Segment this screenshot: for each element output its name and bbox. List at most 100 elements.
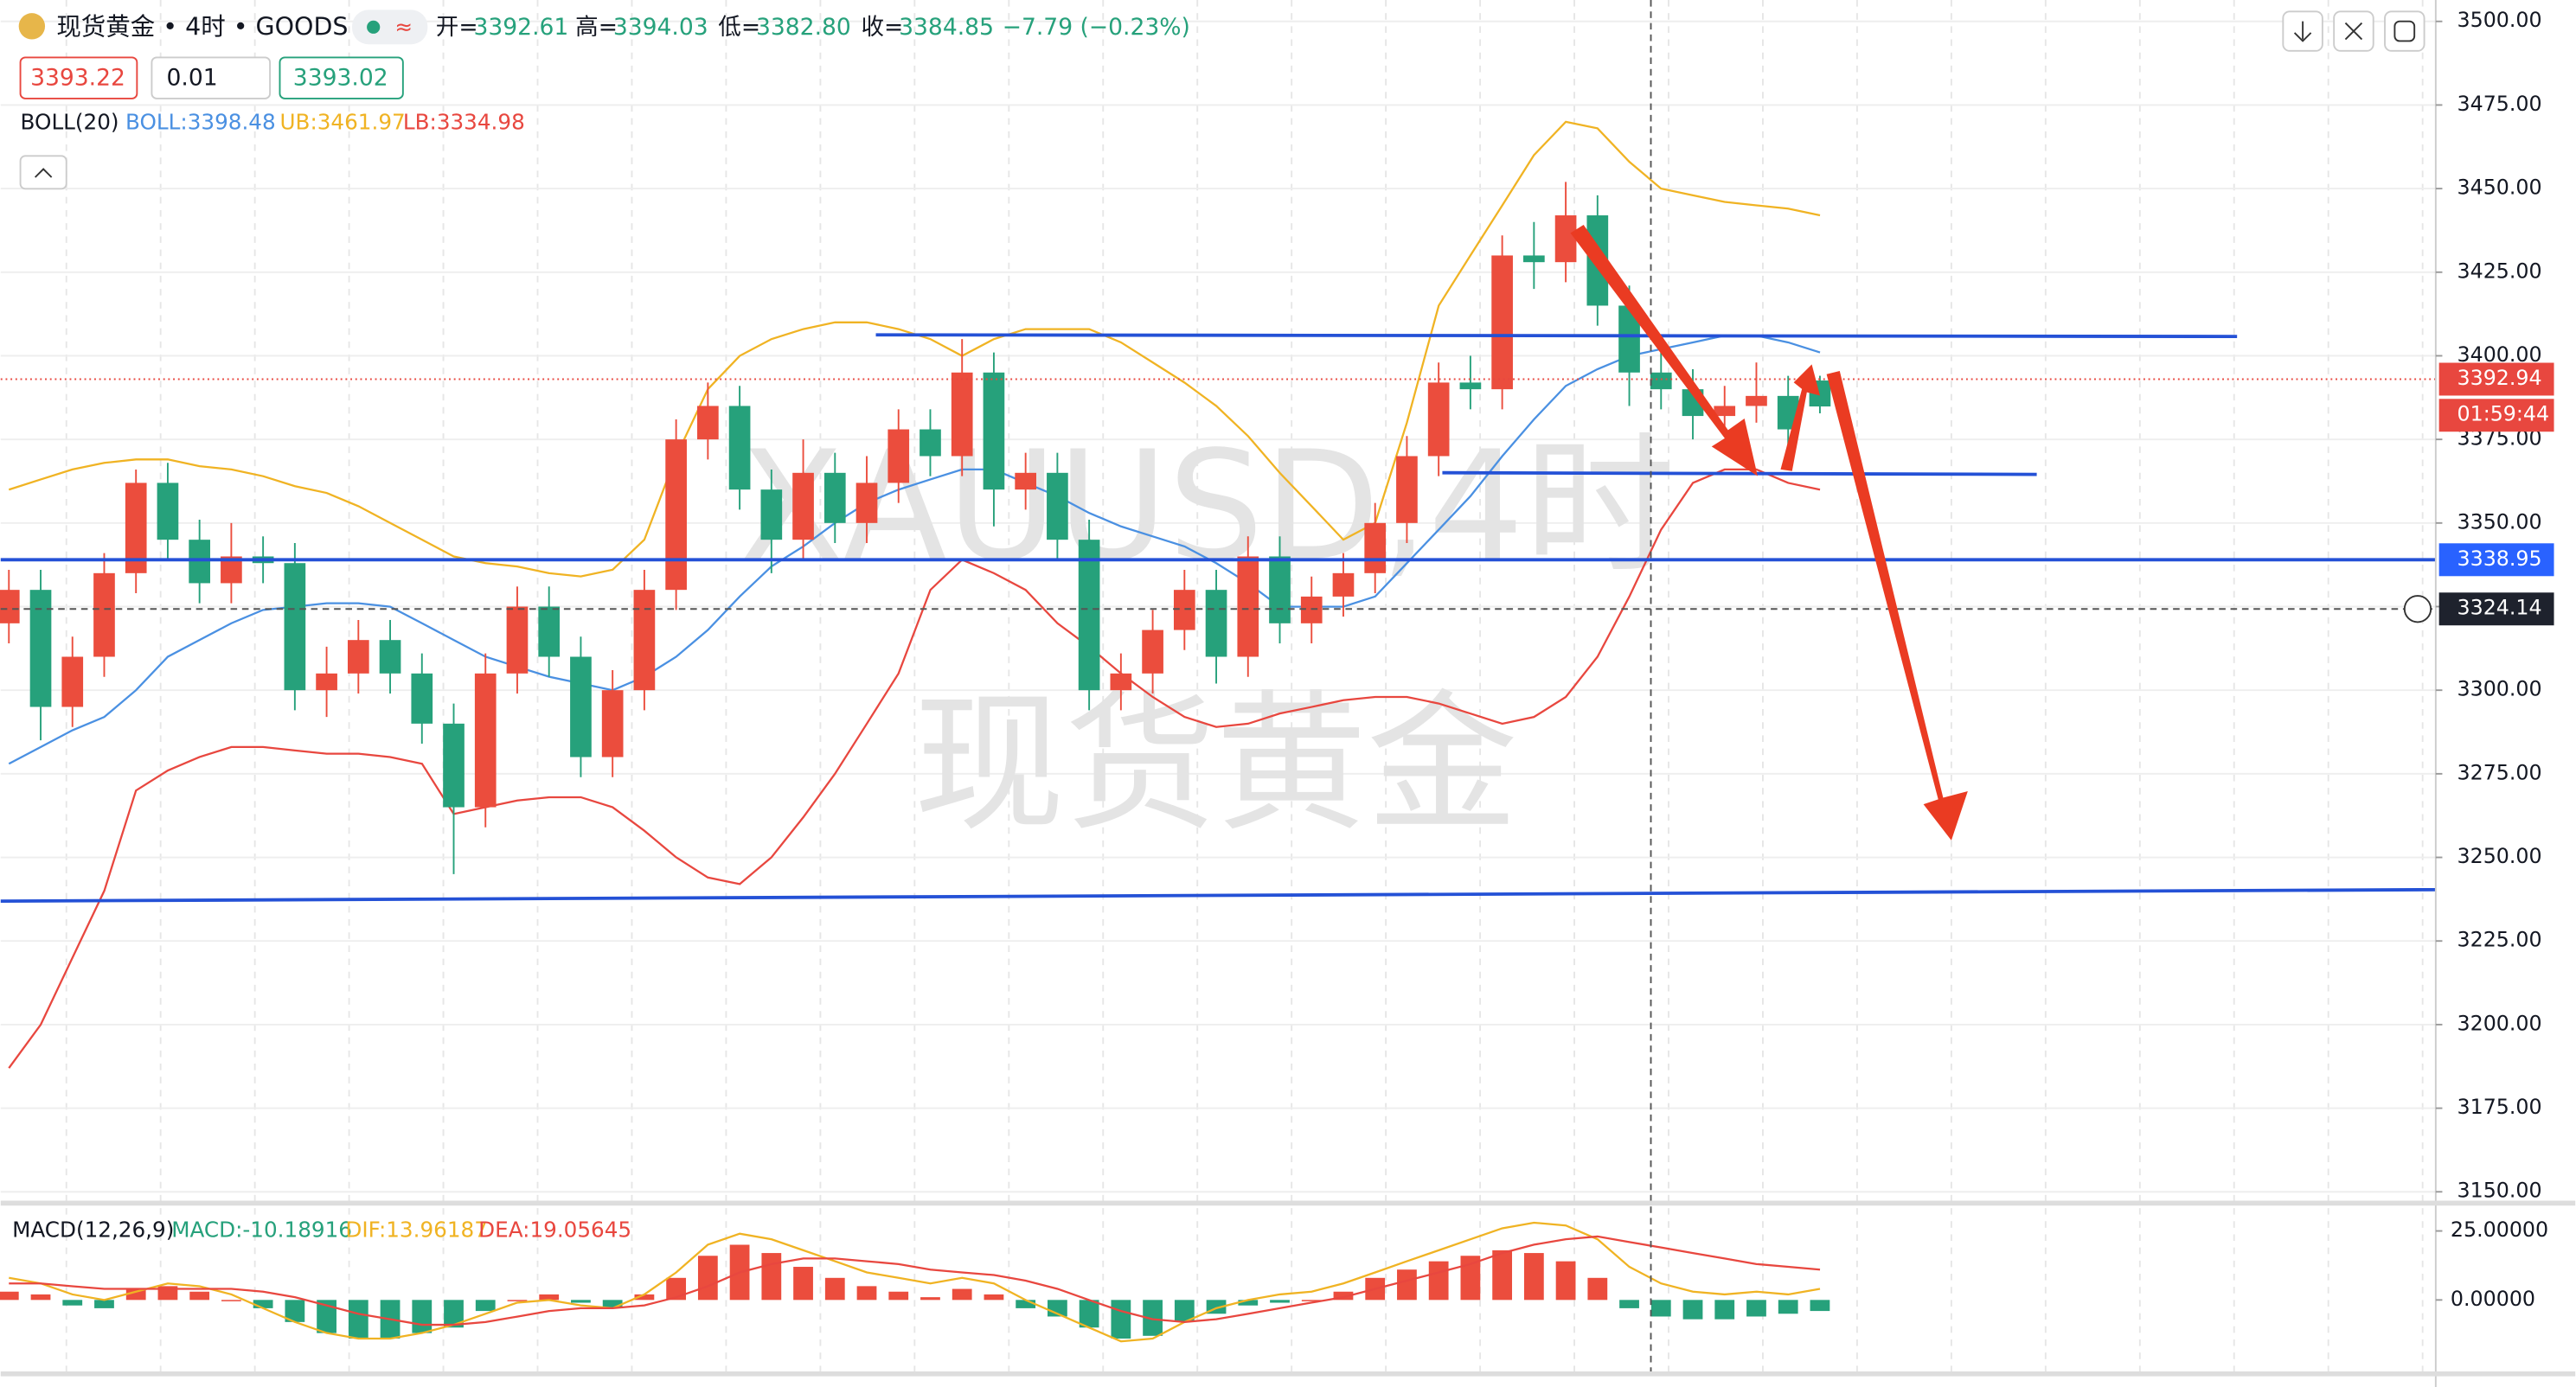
watermark: XAUUSD,4时 现货黄金 xyxy=(740,419,1675,853)
macd-bar xyxy=(221,1300,241,1301)
macd-bar xyxy=(1301,1300,1322,1301)
header: 现货黄金 • 4时 • GOODS ≈ 开=3392.61 高=3394.03 低=… xyxy=(12,10,2425,1243)
trend-line xyxy=(0,887,2436,904)
qty[interactable]: 0.01 xyxy=(167,65,218,92)
macd-bar xyxy=(1428,1261,1449,1301)
macd-bar xyxy=(1460,1256,1481,1301)
y-tick-label: 3225.00 xyxy=(2457,928,2542,952)
macd-bar xyxy=(824,1277,845,1301)
ohlc: 开=3392.61 高=3394.03 低=3382.80 收=3384.85 xyxy=(436,14,994,41)
price-tag xyxy=(2438,592,2554,626)
candle-body xyxy=(1110,673,1132,691)
candle-body xyxy=(1205,590,1227,657)
macd-bar xyxy=(253,1300,273,1308)
macd-line xyxy=(9,1221,1821,1343)
candle-body xyxy=(570,656,592,757)
macd-bar xyxy=(793,1267,813,1301)
arrow xyxy=(1780,364,1821,471)
candle-body xyxy=(601,690,624,757)
arrow xyxy=(1570,225,1758,476)
candle-body xyxy=(411,673,433,724)
legend-entry: BOLL:3398.48 xyxy=(125,109,276,134)
icon xyxy=(2344,22,2363,41)
ohlc-value: 3392.61 xyxy=(473,14,568,41)
time-grid xyxy=(0,0,2436,1379)
price-tag xyxy=(2438,399,2554,432)
macd-bar xyxy=(571,1300,591,1303)
y-tick-label: 0.00000 xyxy=(2451,1287,2535,1311)
buy-price[interactable]: 3393.02 xyxy=(293,65,388,92)
macd-bar xyxy=(697,1256,718,1301)
candle-body xyxy=(665,439,687,591)
price-tag xyxy=(2438,362,2554,396)
macd-bar xyxy=(475,1300,496,1312)
candle-body xyxy=(728,406,751,490)
sell-price[interactable]: 3393.22 xyxy=(30,65,125,92)
y-tick-label: 3500.00 xyxy=(2457,8,2542,32)
icon xyxy=(2293,21,2312,42)
ohlc-value: 3384.85 xyxy=(899,14,994,41)
buy-box[interactable] xyxy=(279,56,404,99)
macd-bar xyxy=(1619,1300,1639,1308)
candle-body xyxy=(697,406,719,440)
trend-line xyxy=(875,333,2238,339)
candle-body xyxy=(61,656,84,707)
candle-body xyxy=(189,540,211,584)
button[interactable] xyxy=(2384,10,2425,52)
qty-box[interactable] xyxy=(151,56,272,99)
macd-bar xyxy=(602,1300,623,1308)
arrow xyxy=(1826,370,1968,841)
legend-entry: DEA:19.05645 xyxy=(478,1218,631,1243)
candle-body xyxy=(888,429,910,483)
macd-bar xyxy=(856,1286,877,1301)
status-pill[interactable] xyxy=(352,10,428,45)
y-tick-label: 3400.00 xyxy=(2457,342,2542,367)
candle-body xyxy=(474,673,497,808)
macd-bar xyxy=(952,1288,972,1301)
status-dot xyxy=(367,20,381,34)
legend-entry: MACD:-10.18916 xyxy=(171,1218,352,1243)
candle-body xyxy=(1300,596,1323,623)
candle-body xyxy=(1078,540,1100,691)
macd-bar xyxy=(1270,1300,1290,1303)
watermark-symbol: XAUUSD,4时 xyxy=(740,419,1675,595)
candle-body xyxy=(506,606,529,674)
drawings xyxy=(0,0,2436,1379)
sell-box[interactable] xyxy=(19,56,138,99)
macd-bar xyxy=(285,1300,305,1322)
candle-body xyxy=(983,372,1005,490)
macd-bar xyxy=(507,1300,528,1301)
candle-body xyxy=(1142,630,1163,674)
macd-bar xyxy=(1111,1300,1131,1339)
macd-bar xyxy=(94,1300,114,1308)
candle-body xyxy=(347,640,369,674)
boll-line xyxy=(8,468,1821,1069)
y-tick-label: 3200.00 xyxy=(2457,1011,2542,1035)
candle-body xyxy=(1427,382,1450,457)
candle-body xyxy=(1173,590,1195,630)
status-icon: ≈ xyxy=(394,14,413,39)
collapse-button[interactable] xyxy=(19,155,67,190)
macd-bar xyxy=(1016,1300,1036,1308)
macd-bar xyxy=(1238,1300,1259,1306)
macd-bar xyxy=(62,1300,83,1306)
candle-body xyxy=(633,590,656,691)
macd-bar xyxy=(539,1294,560,1301)
candle-body xyxy=(1491,255,1513,390)
candle-body xyxy=(760,489,783,540)
symbol-title: 现货黄金 • 4时 • GOODS xyxy=(56,12,348,41)
macd-bar xyxy=(888,1291,909,1301)
macd-bar xyxy=(1333,1291,1354,1301)
candle-body xyxy=(1237,556,1259,657)
candle-body xyxy=(0,590,20,623)
ohlc-value: 3382.80 xyxy=(756,14,851,41)
candle-body xyxy=(855,483,878,523)
macd-bar xyxy=(317,1300,336,1333)
crosshair-button[interactable] xyxy=(2403,595,2432,623)
macd-bar xyxy=(348,1300,368,1339)
candle-body xyxy=(443,723,465,808)
macd-bar xyxy=(761,1253,782,1301)
price-tag-label: 01:59:44 xyxy=(2457,402,2550,426)
